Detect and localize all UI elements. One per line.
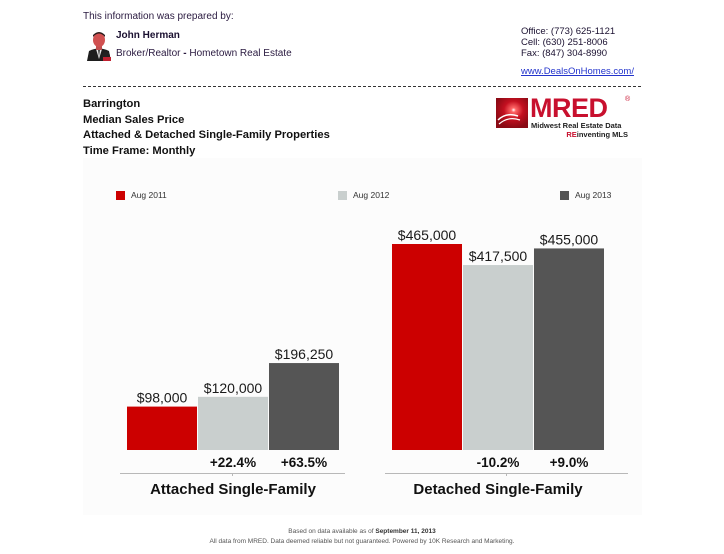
agent-title: Broker/Realtor - Hometown Real Estate [116, 48, 292, 59]
legend-swatch-aug-2011 [116, 190, 125, 200]
fax-number: Fax: (847) 304-8990 [521, 48, 608, 59]
registered-mark: ® [625, 96, 631, 103]
bar-aug-2012-detached-single-family [463, 265, 533, 450]
value-label-aug-2012-detached-single-family: $417,500 [469, 248, 528, 264]
report-metric: Median Sales Price [83, 113, 185, 126]
legend-item-aug-2013: Aug 2013 [560, 190, 611, 200]
value-label-aug-2013-detached-single-family: $455,000 [540, 231, 599, 247]
value-label-aug-2012-attached-single-family: $120,000 [204, 380, 263, 396]
mred-wordmark: MRED [530, 93, 608, 123]
agent-portrait-icon [85, 29, 113, 61]
footer-disclaimer: All data from MRED. Data deemed reliable… [209, 538, 515, 545]
legend-item-aug-2011: Aug 2011 [116, 190, 167, 200]
mred-tagline: Midwest Real Estate Data [531, 121, 622, 130]
mred-emblem-icon [496, 98, 528, 128]
title-separator: - [180, 48, 190, 59]
bar-aug-2013-attached-single-family [269, 363, 339, 450]
mred-sub-re: RE [566, 130, 577, 139]
report-location: Barrington [83, 98, 141, 110]
footer-date-prefix: Based on data available as of [288, 528, 376, 535]
legend-label-aug-2012: Aug 2012 [353, 190, 390, 200]
prepared-by-label: This information was prepared by: [83, 11, 234, 22]
report-titles: Barrington Median Sales Price Attached &… [83, 97, 330, 159]
change-label-aug-2012-attached-single-family: +22.4% [210, 455, 256, 470]
footer-date: September 11, 2013 [375, 528, 436, 535]
value-label-aug-2013-attached-single-family: $196,250 [275, 346, 334, 362]
legend-swatch-aug-2012 [338, 190, 347, 200]
category-label-attached-single-family: Attached Single-Family [150, 481, 317, 498]
office-phone: Office: (773) 625-1121 [521, 26, 616, 37]
mred-logo: MRED ® Midwest Real Estate Data REinvent… [496, 93, 632, 142]
header-divider [83, 86, 641, 87]
bar-aug-2011-detached-single-family [392, 244, 462, 450]
contact-block: Office: (773) 625-1121 Cell: (630) 251-8… [521, 26, 615, 59]
bar-aug-2011-attached-single-family [127, 406, 197, 450]
agent-company: Hometown Real Estate [189, 48, 292, 59]
change-label-aug-2013-attached-single-family: +63.5% [281, 455, 327, 470]
legend-swatch-aug-2013 [560, 190, 569, 200]
report-property-types: Attached & Detached Single-Family Proper… [83, 129, 330, 141]
legend-item-aug-2012: Aug 2012 [338, 190, 389, 200]
website-link[interactable]: www.DealsOnHomes.com/ [521, 66, 634, 77]
value-label-aug-2011-attached-single-family: $98,000 [137, 390, 188, 406]
change-label-aug-2013-detached-single-family: +9.0% [550, 455, 589, 470]
mred-sub-rest: inventing MLS [576, 130, 628, 139]
cell-phone: Cell: (630) 251-8006 [521, 37, 608, 48]
change-label-aug-2012-detached-single-family: -10.2% [477, 455, 520, 470]
bar-aug-2013-detached-single-family [534, 248, 604, 450]
legend-label-aug-2011: Aug 2011 [131, 190, 167, 200]
bar-aug-2012-attached-single-family [198, 396, 268, 450]
category-label-detached-single-family: Detached Single-Family [413, 481, 583, 498]
mred-sub-tagline: REinventing MLS [566, 130, 628, 140]
legend-label-aug-2013: Aug 2013 [575, 190, 612, 200]
agent-name: John Herman [116, 30, 180, 41]
report-time-frame: Time Frame: Monthly [83, 144, 196, 157]
value-label-aug-2011-detached-single-family: $465,000 [398, 227, 457, 243]
agent-role: Broker/Realtor [116, 48, 181, 59]
footer-date-line: Based on data available as of September … [0, 528, 724, 536]
agent-photo [85, 29, 113, 61]
